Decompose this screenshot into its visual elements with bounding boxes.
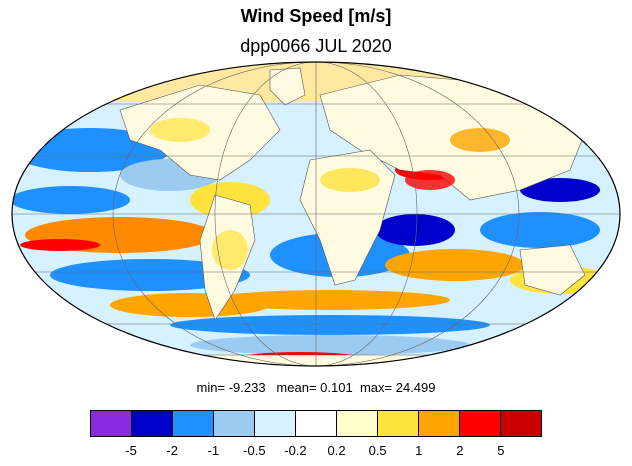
colorbar-tick-label: 0.5 [368, 443, 387, 458]
colorbar-swatch [337, 411, 378, 436]
colorbar-tick-label: -0.5 [243, 443, 266, 458]
land-australia [519, 244, 586, 296]
stat-max-value: 24.499 [395, 380, 436, 395]
colorbar-swatch [255, 411, 296, 436]
colorbar-tick-label: -1 [207, 443, 220, 458]
colorbar-ticks: -5 -2 -1 -0.5 -0.2 0.2 0.5 1 2 5 [90, 443, 542, 461]
stat-min-label: min= [196, 380, 226, 395]
field-patch [50, 259, 250, 291]
colorbar-swatch [296, 411, 337, 436]
colorbar-swatch [501, 411, 541, 436]
field-patch [20, 239, 100, 251]
plot-subtitle: dpp0066 JUL 2020 [240, 36, 392, 56]
field-patch [320, 168, 380, 192]
stat-min-value: -9.233 [228, 380, 266, 395]
field-patch [210, 290, 450, 310]
colorbar-swatch [91, 411, 132, 436]
field-patch [405, 170, 455, 190]
plot-title: Wind Speed [m/s] [240, 6, 392, 26]
stat-max-label: max= [359, 380, 393, 395]
colorbar-swatch [378, 411, 419, 436]
land-antarctica [149, 354, 481, 366]
field-patch [170, 315, 490, 335]
colorbar-swatch [214, 411, 255, 436]
field-patch [12, 186, 130, 214]
field-patch [150, 118, 210, 142]
colorbar [90, 410, 542, 437]
field-patch [190, 335, 470, 355]
stats-line: min= -9.233 mean= 0.101 max= 24.499 [0, 380, 632, 395]
field-patch [375, 214, 455, 246]
colorbar-tick-label: 0.2 [327, 443, 346, 458]
colorbar-tick-label: 1 [415, 443, 423, 458]
colorbar-tick-label: -0.2 [284, 443, 307, 458]
colorbar-swatch [460, 411, 501, 436]
colorbar-tick-label: 5 [497, 443, 505, 458]
colorbar-swatch [419, 411, 460, 436]
stat-mean-value: 0.101 [320, 380, 353, 395]
colorbar-tick-label: -2 [166, 443, 178, 458]
graticule [12, 62, 620, 366]
colorbar-tick-label: -5 [125, 443, 137, 458]
colorbar-tick-label: 2 [456, 443, 464, 458]
globe-outline [11, 61, 621, 367]
meridian-line [214, 62, 418, 366]
stat-mean-label: mean= [276, 380, 317, 395]
field-patch [480, 212, 600, 248]
colorbar-swatch [132, 411, 173, 436]
field-patch [450, 128, 510, 152]
field-patch [385, 249, 525, 281]
land-greenland [269, 67, 306, 106]
field-patch [212, 230, 248, 270]
field-patch [520, 178, 600, 202]
colorbar-swatch [173, 411, 214, 436]
meridian-line [112, 62, 520, 366]
